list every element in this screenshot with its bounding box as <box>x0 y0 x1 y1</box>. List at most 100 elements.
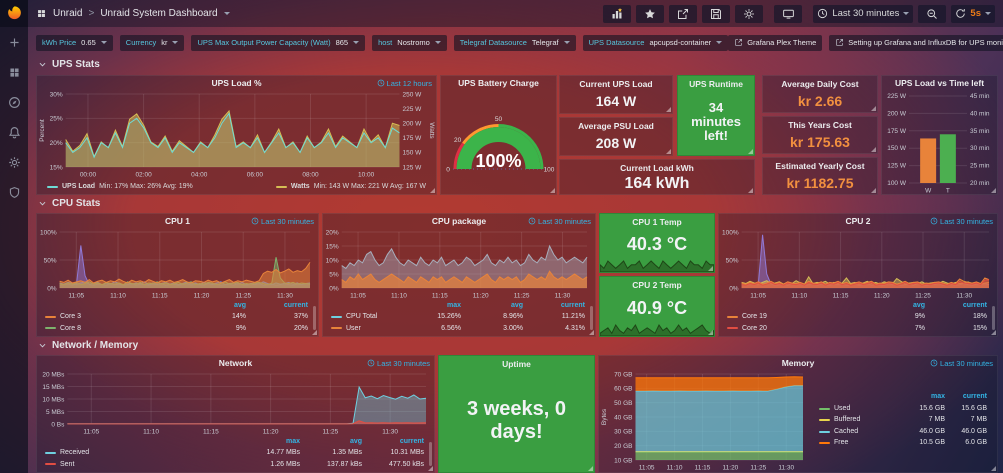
svg-text:25%: 25% <box>50 116 63 123</box>
variable-ups-max-output[interactable]: UPS Max Output Power Capacity (Watt) 865 <box>191 34 366 51</box>
panel-title[interactable]: Current UPS Load <box>579 79 653 89</box>
refresh-picker[interactable]: 5s <box>951 4 995 23</box>
legend-scrollbar[interactable] <box>590 306 593 330</box>
svg-text:40 min: 40 min <box>970 110 990 117</box>
panel-resize-handle[interactable] <box>550 188 555 193</box>
variable-currency[interactable]: Currency kr <box>119 34 185 51</box>
panel-time-range[interactable]: Last 30 minutes <box>251 214 314 228</box>
panel-resize-handle[interactable] <box>589 330 594 335</box>
panel-resize-handle[interactable] <box>748 149 753 154</box>
panel-title[interactable]: This Years Cost <box>788 120 852 130</box>
panel-title[interactable]: CPU 1 <box>164 216 191 226</box>
svg-text:11:15: 11:15 <box>432 293 448 300</box>
legend-series-name[interactable]: UPS Load Min: 17% Max: 26% Avg: 19% <box>47 183 193 190</box>
add-panel-button[interactable] <box>603 4 632 23</box>
panel-ups-runtime: UPS Runtime 34 minutes left! <box>677 75 755 156</box>
panel-resize-handle[interactable] <box>666 149 671 154</box>
legend-series-name[interactable]: Free <box>819 437 903 449</box>
panel-time-range[interactable]: Last 30 minutes <box>930 214 993 228</box>
panel-title[interactable]: CPU 2 <box>845 216 871 226</box>
link-grafana-plex-theme[interactable]: Grafana Plex Theme <box>728 34 823 51</box>
panel-title[interactable]: UPS Runtime <box>689 79 743 89</box>
panel-resize-handle[interactable] <box>991 466 996 471</box>
server-admin-shield-icon[interactable] <box>0 177 28 207</box>
legend-series-name[interactable]: Watts Min: 143 W Max: 221 W Avg: 167 W <box>275 183 426 190</box>
panel-time-range[interactable]: Last 30 minutes <box>930 356 993 370</box>
explore-compass-icon[interactable] <box>0 87 28 117</box>
panel-resize-handle[interactable] <box>871 147 876 152</box>
section-ups-stats[interactable]: UPS Stats <box>38 59 100 70</box>
star-dashboard-button[interactable] <box>636 4 665 23</box>
panel-title[interactable]: Estimated Yearly Cost <box>775 161 865 171</box>
create-plus-icon[interactable] <box>0 27 28 57</box>
panel-title[interactable]: Average Daily Cost <box>781 79 859 89</box>
legend-series-name[interactable]: Used <box>819 403 903 415</box>
panel-resize-handle[interactable] <box>588 466 593 471</box>
external-link-icon <box>836 39 844 46</box>
link-ups-monitoring-guide[interactable]: Setting up Grafana and InfluxDB for UPS … <box>829 34 1003 51</box>
dashboard-settings-button[interactable] <box>735 4 764 23</box>
chevron-down-icon <box>172 41 179 47</box>
template-variables: kWh Price 0.65 Currency kr UPS Max Output … <box>36 34 729 51</box>
panel-resize-handle[interactable] <box>666 107 671 112</box>
chevron-down-icon[interactable] <box>223 12 230 18</box>
panel-title[interactable]: Network <box>218 358 253 368</box>
panel-resize-handle[interactable] <box>430 188 435 193</box>
legend-series-name[interactable]: Core 8 <box>45 323 184 335</box>
legend-series-name[interactable]: CPU Total <box>331 311 399 323</box>
panel-title[interactable]: CPU 2 Temp <box>632 280 682 290</box>
configuration-gear-icon[interactable] <box>0 147 28 177</box>
legend-series-name[interactable]: Core 19 <box>727 311 863 323</box>
legend-scrollbar[interactable] <box>429 442 432 466</box>
variable-ups-datasource[interactable]: UPS Datasource apcupsd-container <box>582 34 729 51</box>
legend-scrollbar[interactable] <box>313 306 316 330</box>
time-range-picker[interactable]: Last 30 minutes <box>813 4 914 23</box>
cycle-view-mode-button[interactable] <box>774 4 803 23</box>
panel-time-range[interactable]: Last 30 minutes <box>528 214 591 228</box>
breadcrumb-dashboard-title[interactable]: Unraid System Dashboard <box>100 8 218 19</box>
alerting-bell-icon[interactable] <box>0 117 28 147</box>
variable-host[interactable]: host Nostromo <box>372 34 447 51</box>
svg-text:20: 20 <box>454 137 462 144</box>
grafana-logo-icon[interactable] <box>0 0 28 27</box>
panel-resize-handle[interactable] <box>748 188 753 193</box>
panel-title[interactable]: UPS Load vs Time left <box>894 78 985 88</box>
panel-resize-handle[interactable] <box>708 266 713 271</box>
panel-time-range[interactable]: Last 12 hours <box>377 76 432 90</box>
panel-title[interactable]: UPS Battery Charge <box>458 78 539 88</box>
legend-series-name[interactable]: Core 3 <box>45 311 184 323</box>
dashboards-grid-icon[interactable] <box>0 57 28 87</box>
panel-title[interactable]: Average PSU Load <box>578 121 654 131</box>
legend-series-name[interactable]: User <box>331 323 399 335</box>
panel-resize-handle[interactable] <box>428 466 433 471</box>
legend-series-name[interactable]: Core 20 <box>727 323 863 335</box>
share-dashboard-button[interactable] <box>669 4 698 23</box>
panel-resize-handle[interactable] <box>991 330 996 335</box>
legend-series-name[interactable]: Sent <box>45 459 238 471</box>
section-cpu-stats[interactable]: CPU Stats <box>38 198 100 209</box>
svg-text:06:00: 06:00 <box>247 172 264 179</box>
panel-title[interactable]: Memory <box>781 358 815 368</box>
panel-title[interactable]: UPS Load % <box>211 78 262 88</box>
variable-kwh-price[interactable]: kWh Price 0.65 <box>36 34 113 51</box>
section-network-memory[interactable]: Network / Memory <box>38 340 138 351</box>
panel-time-range[interactable]: Last 30 minutes <box>367 356 430 370</box>
zoom-out-time-button[interactable] <box>918 4 947 23</box>
panel-resize-handle[interactable] <box>991 188 996 193</box>
legend-series-name[interactable]: Received <box>45 447 238 459</box>
panel-current-load-kwh: Current Load kWh 164 kWh <box>559 159 755 195</box>
panel-title[interactable]: CPU 1 Temp <box>632 217 682 227</box>
save-dashboard-button[interactable] <box>702 4 731 23</box>
legend-series-name[interactable]: Cached <box>819 426 903 438</box>
legend-scrollbar[interactable] <box>992 306 995 330</box>
panel-title[interactable]: CPU package <box>431 216 487 226</box>
panel-title[interactable]: Current Load kWh <box>620 163 694 173</box>
panel-resize-handle[interactable] <box>871 188 876 193</box>
panel-resize-handle[interactable] <box>871 106 876 111</box>
variable-telegraf-datasource[interactable]: Telegraf Datasource Telegraf <box>453 34 576 51</box>
panel-resize-handle[interactable] <box>312 330 317 335</box>
panel-resize-handle[interactable] <box>708 330 713 335</box>
breadcrumb-folder[interactable]: Unraid <box>53 8 83 19</box>
legend-series-name[interactable]: Buffered <box>819 414 903 426</box>
panel-title[interactable]: Uptime <box>502 359 531 369</box>
